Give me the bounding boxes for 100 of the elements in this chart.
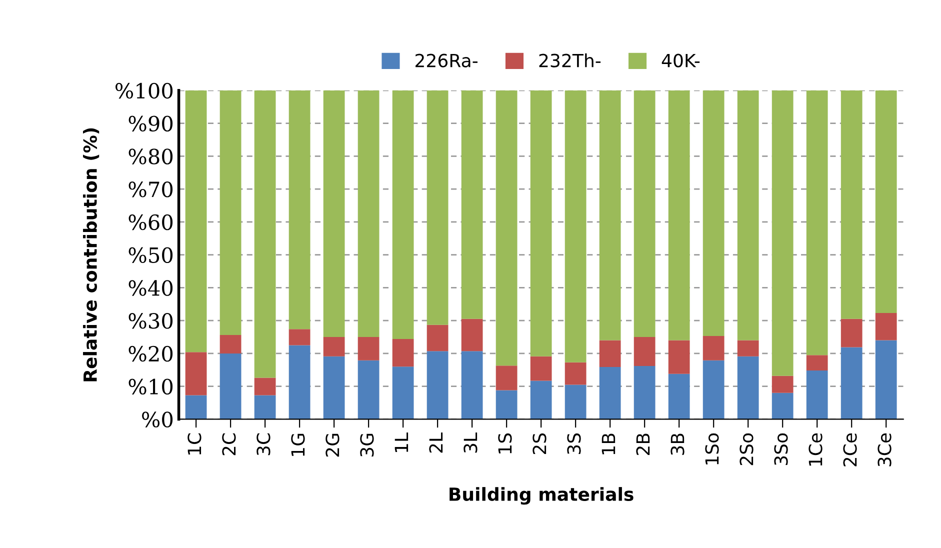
bar <box>254 395 276 420</box>
y-tick-label: %0 <box>142 412 173 428</box>
legend-label: 40K- <box>662 54 700 68</box>
bar <box>461 90 483 319</box>
bar <box>668 340 690 374</box>
x-tick-label: 1So <box>705 433 719 464</box>
bar <box>461 351 483 420</box>
bar <box>392 366 414 420</box>
bar <box>220 335 242 354</box>
bar <box>358 360 380 420</box>
bar <box>737 356 759 420</box>
bar <box>599 340 621 367</box>
legend-label: 232Th- <box>539 53 601 68</box>
x-tick-label: 2So <box>740 433 754 466</box>
bar <box>530 90 552 356</box>
bar <box>875 313 897 340</box>
x-tick-label: 3C <box>256 433 270 456</box>
bar <box>392 338 414 367</box>
bar <box>668 374 690 420</box>
bar <box>323 337 345 356</box>
bar <box>806 370 828 420</box>
bar <box>599 90 621 340</box>
bar <box>737 90 759 340</box>
x-tick-label: 2G <box>326 434 340 457</box>
y-tick-label: %50 <box>128 247 173 264</box>
bar <box>668 90 690 340</box>
bar <box>220 353 242 420</box>
x-tick-label: 1Ce <box>808 433 822 466</box>
bar <box>254 378 276 396</box>
legend-label: 226Ra- <box>416 54 478 68</box>
y-tick-label: %10 <box>128 378 173 395</box>
x-tick-label: 2S <box>532 433 546 454</box>
bar <box>426 351 448 420</box>
x-axis-title: Building materials <box>450 487 634 505</box>
bar <box>875 90 897 314</box>
bar <box>634 366 656 420</box>
bar <box>702 336 724 360</box>
bar <box>840 347 862 420</box>
bar <box>185 352 207 396</box>
bar <box>323 90 345 338</box>
bar <box>323 356 345 420</box>
bar <box>772 392 794 420</box>
bar <box>426 324 448 352</box>
y-tick-label: %30 <box>128 313 173 329</box>
x-tick-label: 3L <box>464 432 478 453</box>
x-tick-label: 1G <box>291 434 305 456</box>
bar <box>358 90 380 338</box>
bar <box>496 366 518 390</box>
y-tick-label: %70 <box>128 182 173 198</box>
y-tick-label: %100 <box>116 82 173 99</box>
bar <box>530 380 552 420</box>
x-tick-label: 3So <box>774 433 788 466</box>
bar <box>254 90 276 378</box>
y-tick-label: %90 <box>128 116 173 132</box>
x-tick-label: 1C <box>188 433 202 455</box>
y-tick-label: %20 <box>128 346 173 362</box>
x-tick-label: 3G <box>360 434 374 457</box>
bar <box>530 356 552 381</box>
bar <box>875 340 897 420</box>
x-tick-label: 3Ce <box>878 433 892 466</box>
x-tick-label: 2L <box>429 432 443 453</box>
bar <box>772 376 794 393</box>
bar <box>634 90 656 338</box>
bar <box>599 366 621 420</box>
bar <box>392 90 414 339</box>
x-tick-label: 2B <box>636 434 650 455</box>
bar <box>185 395 207 420</box>
bar <box>220 90 242 336</box>
y-axis-title: Relative contribution (%) <box>83 128 100 382</box>
x-tick-label: 1S <box>498 433 512 454</box>
bar <box>840 318 862 348</box>
bar <box>702 360 724 420</box>
bar <box>461 318 483 352</box>
x-tick-label: 3S <box>567 433 581 454</box>
bar <box>806 90 828 356</box>
bar <box>564 362 586 385</box>
bar <box>358 337 380 360</box>
bar <box>634 337 656 366</box>
x-tick-label: 2Ce <box>843 433 857 466</box>
bar <box>737 340 759 356</box>
y-tick-label: %80 <box>128 148 173 164</box>
bar <box>288 90 310 330</box>
x-tick-label: 2C <box>222 433 236 456</box>
x-tick-label: 1L <box>394 432 408 452</box>
bar <box>496 90 518 366</box>
bar <box>564 90 586 362</box>
bar <box>564 384 586 420</box>
bar <box>426 90 448 325</box>
bar <box>496 390 518 420</box>
bar <box>840 90 862 319</box>
x-tick-label: 3B <box>670 434 684 455</box>
y-tick-label: %60 <box>128 214 173 230</box>
bar <box>288 345 310 420</box>
bar <box>702 90 724 336</box>
x-tick-label: 1B <box>602 434 616 454</box>
bar <box>288 329 310 346</box>
bar <box>772 90 794 376</box>
bar <box>806 355 828 371</box>
bar <box>185 90 207 352</box>
y-tick-label: %40 <box>128 280 173 296</box>
